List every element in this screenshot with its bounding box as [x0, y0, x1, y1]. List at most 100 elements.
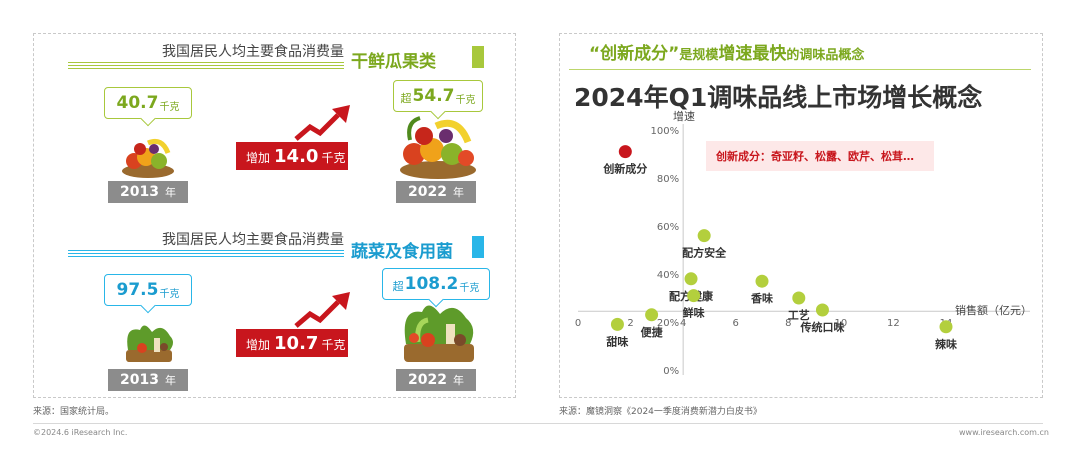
unit-label: 千克 [159, 288, 180, 300]
fruit-basket-image [400, 116, 476, 179]
fruit-basket-image [122, 138, 174, 178]
point-label: 香味 [750, 291, 773, 305]
year-unit: 年 [452, 374, 464, 387]
section2-rule [68, 253, 344, 254]
section2-rule [68, 256, 344, 257]
increase-arrow-icon [294, 292, 350, 328]
section1-value-2013: 40.7 [116, 93, 159, 113]
year-value: 2022 [408, 372, 447, 388]
unit-label: 千克 [459, 282, 480, 294]
x-tick-label: 0 [575, 318, 581, 329]
section1-value-2013-bubble: 40.7 千克 [104, 87, 192, 119]
section2-value-2013-bubble: 97.5 千克 [104, 274, 192, 306]
tagline-part3: 增速最快 [718, 44, 787, 64]
point-label: 鲜味 [683, 306, 705, 320]
year-value: 2013 [120, 372, 159, 388]
tagline-rule [569, 69, 1031, 70]
section1-value-2022-bubble: 超 54.7 千克 [393, 80, 483, 112]
over-prefix: 超 [392, 279, 404, 293]
section1-subtitle: 我国居民人均主要食品消费量 [162, 44, 344, 60]
tagline-part4: 的调味品概念 [786, 48, 865, 63]
innovation-note-text: 创新成分：奇亚籽、松露、欧芹、松茸… [716, 150, 914, 163]
year-unit: 年 [164, 374, 176, 387]
section1-increase-box: 增加 14.0 千克 [236, 142, 348, 170]
section1-accent-bar [472, 46, 484, 68]
footer-copyright: ©2024.6 iResearch Inc. [33, 428, 128, 437]
year-unit: 年 [164, 186, 176, 199]
scatter-point [792, 291, 806, 305]
scatter-point [687, 289, 701, 303]
scatter-point [939, 320, 953, 334]
section2-value-2013: 97.5 [116, 280, 159, 300]
x-tick-label: 10 [834, 318, 847, 329]
point-label: 甜味 [606, 334, 628, 348]
section1-year-2013: 2013 年 [108, 181, 188, 203]
point-label: 传统口味 [799, 320, 844, 334]
y-tick-label: 100% [651, 126, 680, 137]
tagline-part1: “创新成分” [589, 44, 680, 64]
point-label: 便捷 [641, 325, 664, 339]
section2-increase-value: 10.7 [274, 332, 319, 354]
over-prefix: 超 [400, 91, 412, 105]
scatter-point [684, 272, 698, 286]
year-value: 2013 [120, 184, 159, 200]
scatter-point [645, 308, 659, 322]
increase-label: 增加 [246, 151, 271, 165]
section1-rule [68, 62, 344, 63]
right-source: 来源：魔镜洞察《2024一季度消费新潜力白皮书》 [559, 407, 762, 417]
point-label: 辣味 [935, 337, 957, 351]
y-tick-label: 40% [657, 270, 679, 281]
x-tick-label: 6 [733, 318, 739, 329]
x-tick-label: 4 [680, 318, 686, 329]
point-label: 创新成分 [602, 162, 647, 176]
section1-category: 干鲜瓜果类 [351, 52, 436, 72]
point-label: 配方安全 [682, 246, 727, 260]
section1-rule [68, 65, 344, 66]
y-tick-label: 20% [657, 318, 679, 329]
y-tick-label: 0% [663, 366, 679, 377]
section2-value-2022-bubble: 超 108.2 千克 [382, 268, 490, 300]
footer-rule [33, 423, 1043, 424]
section2-rule [68, 250, 344, 251]
section2-accent-bar [472, 236, 484, 258]
section2-year-2022: 2022 年 [396, 369, 476, 391]
x-tick-label: 12 [887, 318, 900, 329]
section2-increase-box: 增加 10.7 千克 [236, 329, 348, 357]
chart-title: 2024年Q1调味品线上市场增长概念 [574, 83, 983, 112]
scatter-chart: 02468101214100%80%60%40%20%0% 创新成分配方安全配方… [575, 110, 1032, 377]
unit-label: 千克 [455, 94, 476, 106]
unit-label: 千克 [321, 151, 346, 165]
section2-year-2013: 2013 年 [108, 369, 188, 391]
vegetable-basket-image [126, 325, 173, 362]
tagline-part2: 是规模 [679, 48, 719, 63]
section1-value-2022: 54.7 [412, 86, 455, 106]
scatter-point [610, 317, 624, 331]
y-axis-label: 增速 [673, 110, 695, 123]
section2-subtitle: 我国居民人均主要食品消费量 [162, 232, 344, 248]
vegetable-basket-image [404, 305, 474, 362]
section1-increase-value: 14.0 [274, 145, 319, 167]
left-panel [33, 33, 516, 398]
section1-rule [68, 68, 344, 69]
scatter-point [618, 145, 632, 159]
right-panel [559, 33, 1043, 398]
y-tick-label: 80% [657, 174, 679, 185]
tagline: “创新成分”是规模增速最快的调味品概念 [589, 39, 864, 64]
increase-label: 增加 [246, 338, 271, 352]
y-tick-label: 60% [657, 222, 679, 233]
x-tick-label: 2 [627, 318, 633, 329]
innovation-note: 创新成分：奇亚籽、松露、欧芹、松茸… [706, 141, 934, 171]
point-label: 工艺 [788, 308, 810, 322]
scatter-point [755, 274, 769, 288]
scatter-point [697, 229, 711, 243]
section1-year-2022: 2022 年 [396, 181, 476, 203]
footer-url: www.iresearch.com.cn [959, 428, 1049, 437]
year-unit: 年 [452, 186, 464, 199]
year-value: 2022 [408, 184, 447, 200]
increase-arrow-icon [294, 105, 350, 141]
unit-label: 千克 [321, 338, 346, 352]
section2-value-2022: 108.2 [404, 274, 459, 294]
unit-label: 千克 [159, 101, 180, 113]
left-source: 来源：国家统计局。 [33, 407, 115, 417]
scatter-point [815, 303, 829, 317]
